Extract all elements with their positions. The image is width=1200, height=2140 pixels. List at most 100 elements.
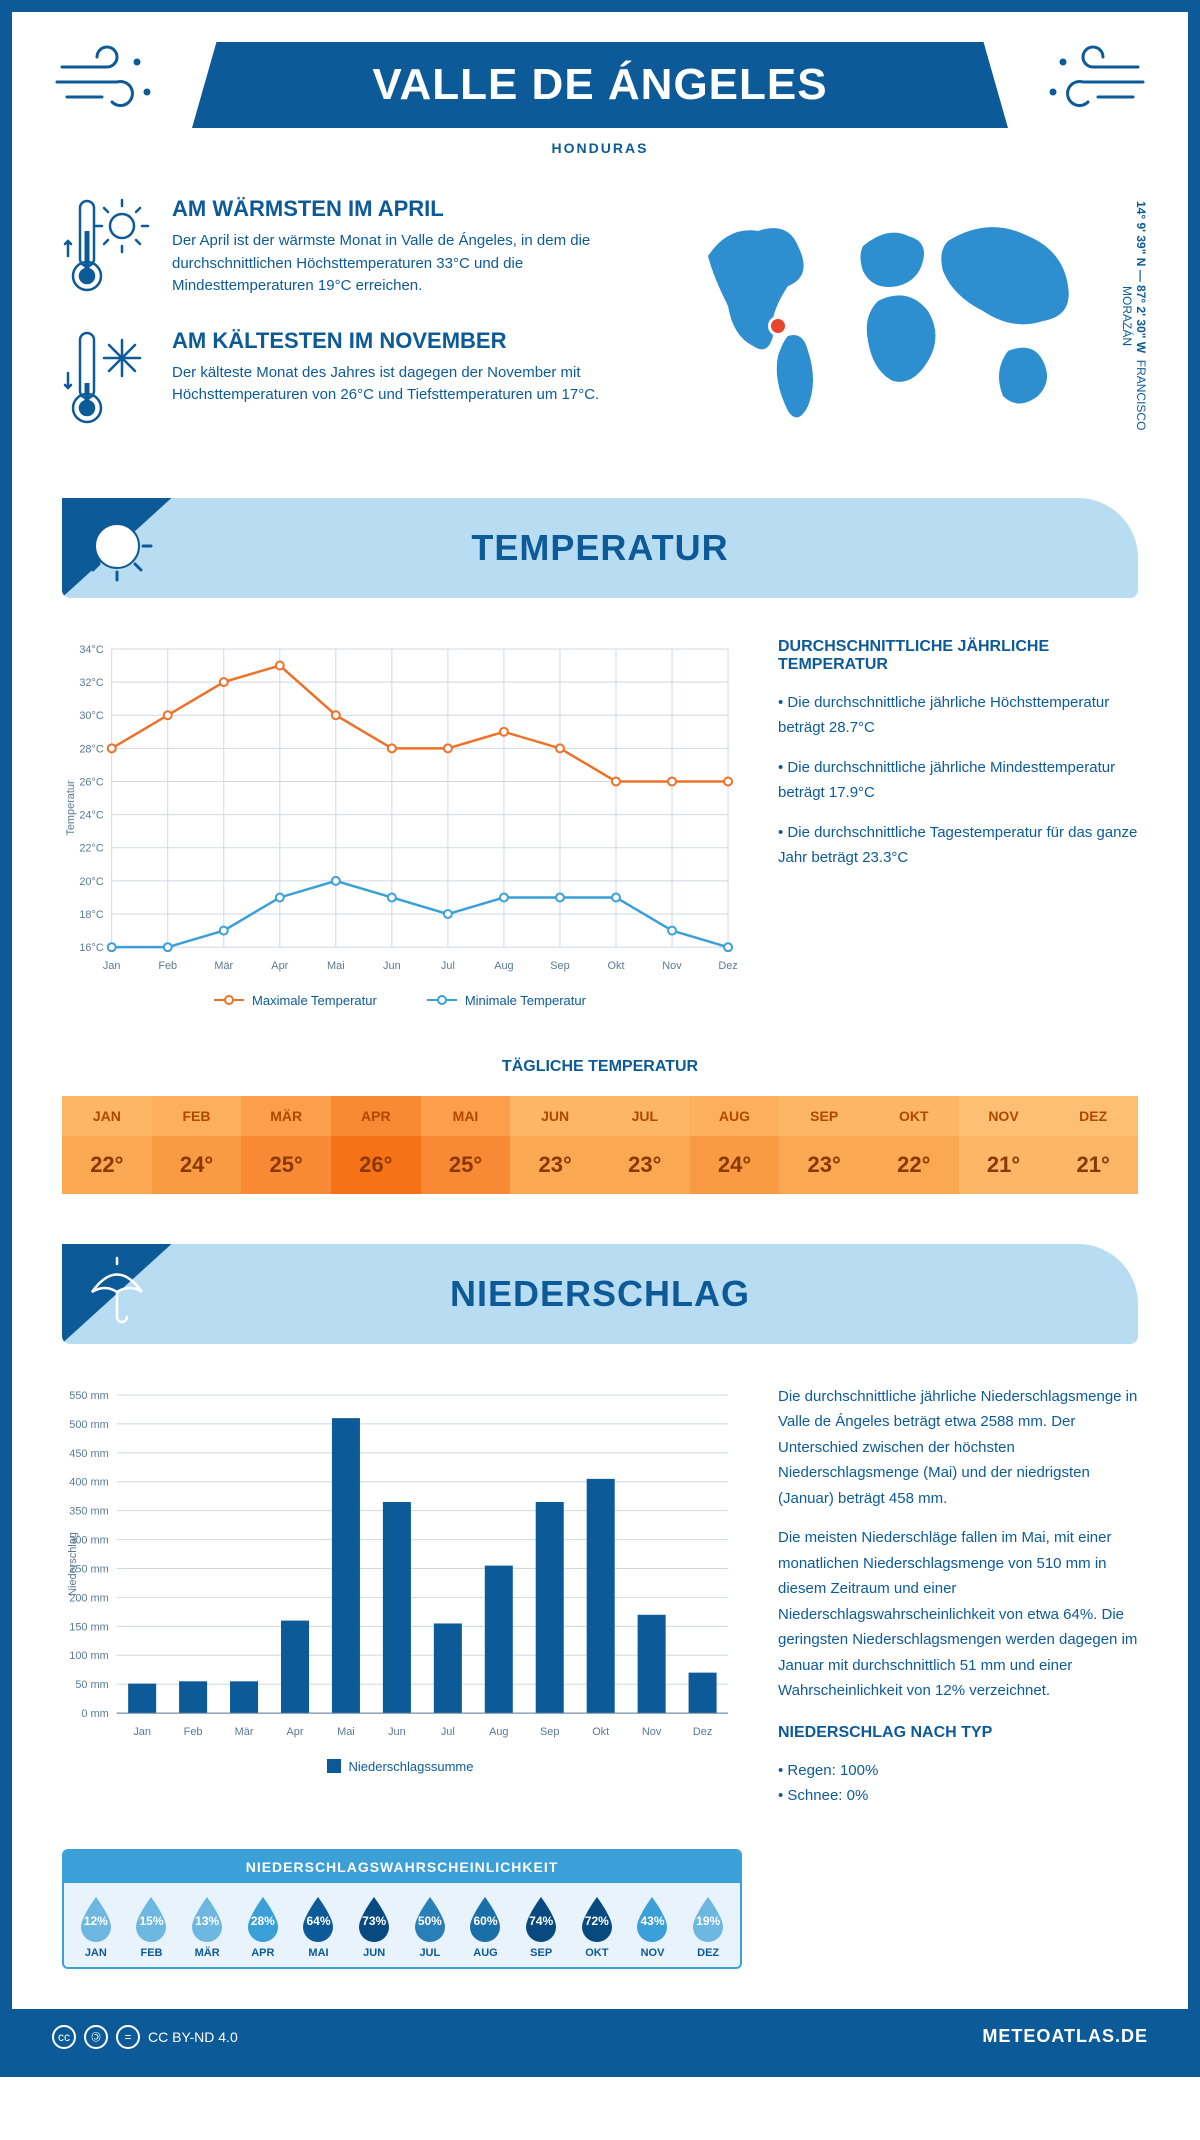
svg-text:150 mm: 150 mm bbox=[69, 1621, 108, 1633]
bar-legend-label: Niederschlagssumme bbox=[349, 1759, 474, 1774]
svg-text:22°C: 22°C bbox=[79, 842, 104, 854]
coldest-block: AM KÄLTESTEN IM NOVEMBER Der kälteste Mo… bbox=[62, 328, 638, 428]
temp-month-value: 23° bbox=[600, 1136, 690, 1194]
temp-month-value: 22° bbox=[869, 1136, 959, 1194]
svg-text:Apr: Apr bbox=[271, 960, 288, 972]
svg-text:Aug: Aug bbox=[494, 960, 513, 972]
temperature-title: TEMPERATUR bbox=[62, 527, 1138, 569]
precip-title: NIEDERSCHLAG bbox=[62, 1273, 1138, 1315]
precip-para2: Die meisten Niederschläge fallen im Mai,… bbox=[778, 1525, 1138, 1704]
warmest-heading: AM WÄRMSTEN IM APRIL bbox=[172, 196, 638, 222]
temp-bullet: • Die durchschnittliche jährliche Höchst… bbox=[778, 690, 1138, 741]
svg-text:100 mm: 100 mm bbox=[69, 1650, 108, 1662]
header: VALLE DE ÁNGELES HONDURAS bbox=[12, 12, 1188, 166]
precip-type-heading: NIEDERSCHLAG NACH TYP bbox=[778, 1724, 1138, 1742]
temp-side-heading: DURCHSCHNITTLICHE JÄHRLICHE TEMPERATUR bbox=[778, 638, 1138, 674]
svg-text:Dez: Dez bbox=[693, 1725, 712, 1737]
svg-text:Mär: Mär bbox=[214, 960, 233, 972]
precip-rain: • Regen: 100% bbox=[778, 1758, 1138, 1784]
sun-icon bbox=[77, 506, 157, 586]
temp-month-value: 26° bbox=[331, 1136, 421, 1194]
temp-month-head: AUG bbox=[690, 1096, 780, 1136]
brand: METEOATLAS.DE bbox=[982, 2026, 1148, 2047]
svg-text:30°C: 30°C bbox=[79, 710, 104, 722]
wind-icon-right bbox=[1028, 42, 1148, 122]
svg-text:Sep: Sep bbox=[540, 1725, 559, 1737]
prob-cell: 43%NOV bbox=[625, 1895, 681, 1959]
summary-row: AM WÄRMSTEN IM APRIL Der April ist der w… bbox=[12, 166, 1188, 498]
temp-month-head: APR bbox=[331, 1096, 421, 1136]
svg-text:Feb: Feb bbox=[184, 1725, 203, 1737]
precip-snow: • Schnee: 0% bbox=[778, 1783, 1138, 1809]
umbrella-icon bbox=[77, 1252, 157, 1332]
precip-probability-box: NIEDERSCHLAGSWAHRSCHEINLICHKEIT 12%JAN15… bbox=[62, 1849, 742, 1969]
thermometer-cold-icon bbox=[62, 328, 152, 428]
prob-cell: 19%DEZ bbox=[680, 1895, 736, 1959]
license-text: CC BY-ND 4.0 bbox=[148, 2029, 238, 2045]
temp-month-head: JUN bbox=[510, 1096, 600, 1136]
legend-max-label: Maximale Temperatur bbox=[252, 993, 377, 1008]
temp-month-head: OKT bbox=[869, 1096, 959, 1136]
temp-month-value: 23° bbox=[779, 1136, 869, 1194]
svg-text:50 mm: 50 mm bbox=[75, 1679, 108, 1691]
svg-text:Mai: Mai bbox=[327, 960, 345, 972]
map-block: 14° 9' 39" N — 87° 2' 30" W FRANCISCO MO… bbox=[678, 196, 1138, 458]
svg-text:Jan: Jan bbox=[133, 1725, 151, 1737]
temp-month-head: FEB bbox=[152, 1096, 242, 1136]
precip-bar-chart: 0 mm50 mm100 mm150 mm200 mm250 mm300 mm3… bbox=[62, 1384, 738, 1744]
temp-month-value: 21° bbox=[1048, 1136, 1138, 1194]
temp-month-head: MÄR bbox=[241, 1096, 331, 1136]
svg-text:Sep: Sep bbox=[550, 960, 569, 972]
precip-banner: NIEDERSCHLAG bbox=[62, 1244, 1138, 1344]
svg-text:28°C: 28°C bbox=[79, 743, 104, 755]
svg-text:Jul: Jul bbox=[441, 960, 455, 972]
prob-cell: 15%FEB bbox=[124, 1895, 180, 1959]
prob-cell: 28%APR bbox=[235, 1895, 291, 1959]
temp-month-value: 25° bbox=[241, 1136, 331, 1194]
svg-text:Nov: Nov bbox=[662, 960, 682, 972]
temperature-line-chart: 16°C18°C20°C22°C24°C26°C28°C30°C32°C34°C… bbox=[62, 638, 738, 978]
footer: cc 🄯 = CC BY-ND 4.0 METEOATLAS.DE bbox=[12, 2009, 1188, 2065]
svg-text:Niederschlag: Niederschlag bbox=[67, 1532, 79, 1596]
temp-month-value: 23° bbox=[510, 1136, 600, 1194]
svg-text:Nov: Nov bbox=[642, 1725, 662, 1737]
svg-text:Okt: Okt bbox=[607, 960, 624, 972]
temp-month-value: 25° bbox=[421, 1136, 511, 1194]
svg-text:18°C: 18°C bbox=[79, 909, 104, 921]
svg-text:450 mm: 450 mm bbox=[69, 1447, 108, 1459]
line-chart-legend: Maximale Temperatur Minimale Temperatur bbox=[62, 993, 738, 1008]
svg-text:34°C: 34°C bbox=[79, 643, 104, 655]
warmest-text: Der April ist der wärmste Monat in Valle… bbox=[172, 230, 638, 298]
prob-cell: 64%MAI bbox=[291, 1895, 347, 1959]
svg-text:16°C: 16°C bbox=[79, 942, 104, 954]
svg-text:Dez: Dez bbox=[718, 960, 737, 972]
daily-temp-table: JANFEBMÄRAPRMAIJUNJULAUGSEPOKTNOVDEZ22°2… bbox=[62, 1096, 1138, 1194]
precip-prob-title: NIEDERSCHLAGSWAHRSCHEINLICHKEIT bbox=[64, 1851, 740, 1883]
nd-icon: = bbox=[116, 2025, 140, 2049]
temp-month-head: MAI bbox=[421, 1096, 511, 1136]
warmest-block: AM WÄRMSTEN IM APRIL Der April ist der w… bbox=[62, 196, 638, 298]
daily-temp-heading: TÄGLICHE TEMPERATUR bbox=[12, 1058, 1188, 1076]
svg-text:Jan: Jan bbox=[103, 960, 121, 972]
infographic-container: VALLE DE ÁNGELES HONDURAS bbox=[0, 0, 1200, 2077]
temp-month-head: DEZ bbox=[1048, 1096, 1138, 1136]
license: cc 🄯 = CC BY-ND 4.0 bbox=[52, 2025, 238, 2049]
temperature-banner: TEMPERATUR bbox=[62, 498, 1138, 598]
svg-text:Jul: Jul bbox=[441, 1725, 455, 1737]
temp-month-head: JUL bbox=[600, 1096, 690, 1136]
svg-text:Jun: Jun bbox=[388, 1725, 406, 1737]
coldest-heading: AM KÄLTESTEN IM NOVEMBER bbox=[172, 328, 638, 354]
prob-cell: 74%SEP bbox=[513, 1895, 569, 1959]
wind-icon-left bbox=[52, 42, 172, 122]
svg-text:20°C: 20°C bbox=[79, 875, 104, 887]
temp-month-head: SEP bbox=[779, 1096, 869, 1136]
temp-bullet: • Die durchschnittliche Tagestemperatur … bbox=[778, 820, 1138, 871]
page-subtitle: HONDURAS bbox=[192, 140, 1008, 156]
temp-bullets: • Die durchschnittliche jährliche Höchst… bbox=[778, 690, 1138, 871]
svg-text:Mär: Mär bbox=[235, 1725, 254, 1737]
coldest-text: Der kälteste Monat des Jahres ist dagege… bbox=[172, 362, 638, 407]
svg-text:550 mm: 550 mm bbox=[69, 1389, 108, 1401]
svg-text:Temperatur: Temperatur bbox=[65, 780, 77, 836]
svg-text:Jun: Jun bbox=[383, 960, 401, 972]
temp-month-head: JAN bbox=[62, 1096, 152, 1136]
